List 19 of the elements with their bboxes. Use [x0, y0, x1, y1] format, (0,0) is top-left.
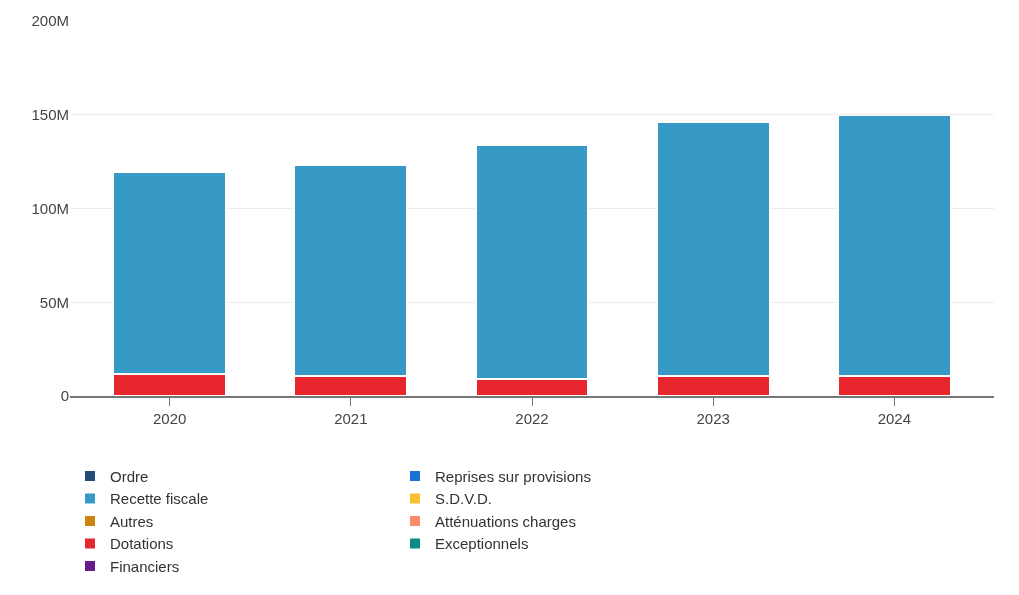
legend-label: Financiers	[110, 557, 180, 575]
legend-label: Recette fiscale	[110, 490, 209, 508]
x-tick-label: 2022	[515, 410, 549, 427]
y-tick-label: 0	[60, 387, 69, 405]
x-tick-label: 2024	[877, 410, 912, 427]
x-tick-label: 2023	[696, 410, 730, 427]
y-tick-label: 50M	[39, 293, 69, 311]
x-tick-label: 2021	[334, 410, 368, 427]
legend-label: Reprises sur provisions	[435, 467, 591, 485]
y-tick-label: 100M	[31, 199, 69, 217]
legend-label: Dotations	[110, 535, 174, 553]
legend-label: S.D.V.D.	[435, 490, 492, 508]
legend-label: Autres	[110, 512, 154, 530]
legend-label: Ordre	[110, 467, 149, 485]
legend-label: Atténuations charges	[435, 512, 576, 530]
y-tick-label: 200M	[31, 12, 69, 30]
legend-label: Exceptionnels	[435, 535, 529, 553]
y-tick-label: 150M	[31, 106, 69, 123]
x-tick-label: 2020	[152, 410, 187, 427]
